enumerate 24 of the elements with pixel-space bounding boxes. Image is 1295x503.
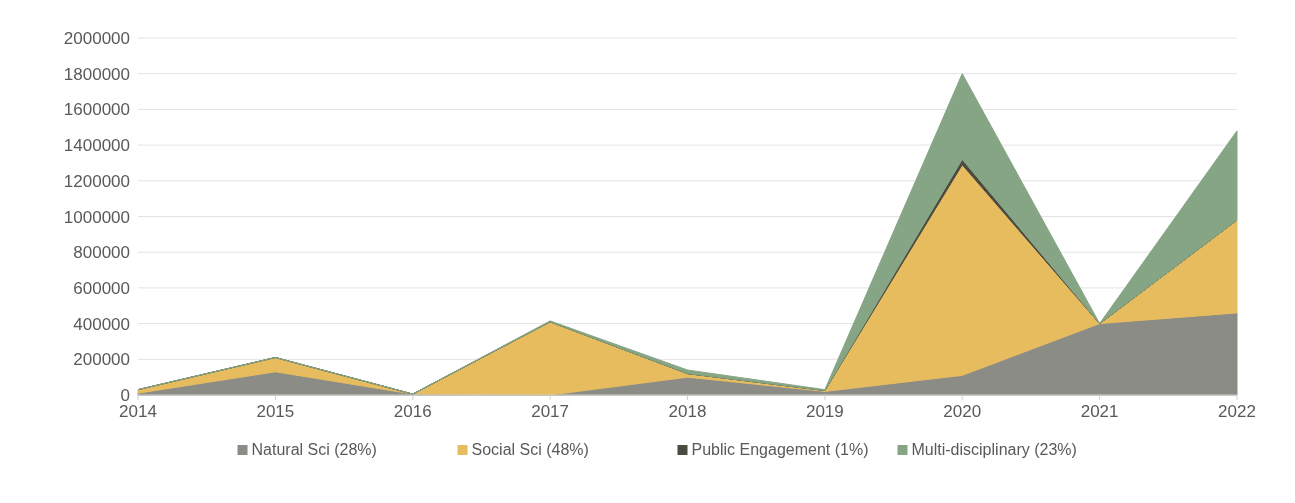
legend-label: Social Sci (48%) xyxy=(471,441,589,458)
y-tick-label: 800000 xyxy=(73,243,130,263)
legend-label: Public Engagement (1%) xyxy=(691,441,869,458)
y-tick-label: 600000 xyxy=(73,278,130,298)
legend-label: Natural Sci (28%) xyxy=(251,441,377,458)
y-tick-label: 1200000 xyxy=(63,171,130,191)
x-tick-label: 2022 xyxy=(1218,402,1256,421)
legend-label: Multi-disciplinary (23%) xyxy=(911,441,1077,458)
y-tick-label: 200000 xyxy=(73,350,130,370)
x-tick-label: 2018 xyxy=(668,402,707,421)
y-tick-label: 2000000 xyxy=(63,29,130,48)
y-tick-label: 0 xyxy=(120,386,130,405)
y-tick-label: 1800000 xyxy=(63,64,130,84)
y-tick-label: 1400000 xyxy=(63,136,130,156)
y-tick-label: 1000000 xyxy=(63,207,130,227)
x-tick-label: 2015 xyxy=(256,402,295,421)
x-tick-label: 2016 xyxy=(393,402,432,421)
y-tick-label: 400000 xyxy=(73,314,130,334)
x-tick-label: 2017 xyxy=(531,402,570,421)
x-tick-label: 2020 xyxy=(943,402,982,421)
x-tick-label: 2021 xyxy=(1080,402,1119,421)
x-tick-label: 2019 xyxy=(805,402,844,421)
y-tick-label: 1600000 xyxy=(63,100,130,120)
x-tick-label: 2014 xyxy=(119,402,157,421)
